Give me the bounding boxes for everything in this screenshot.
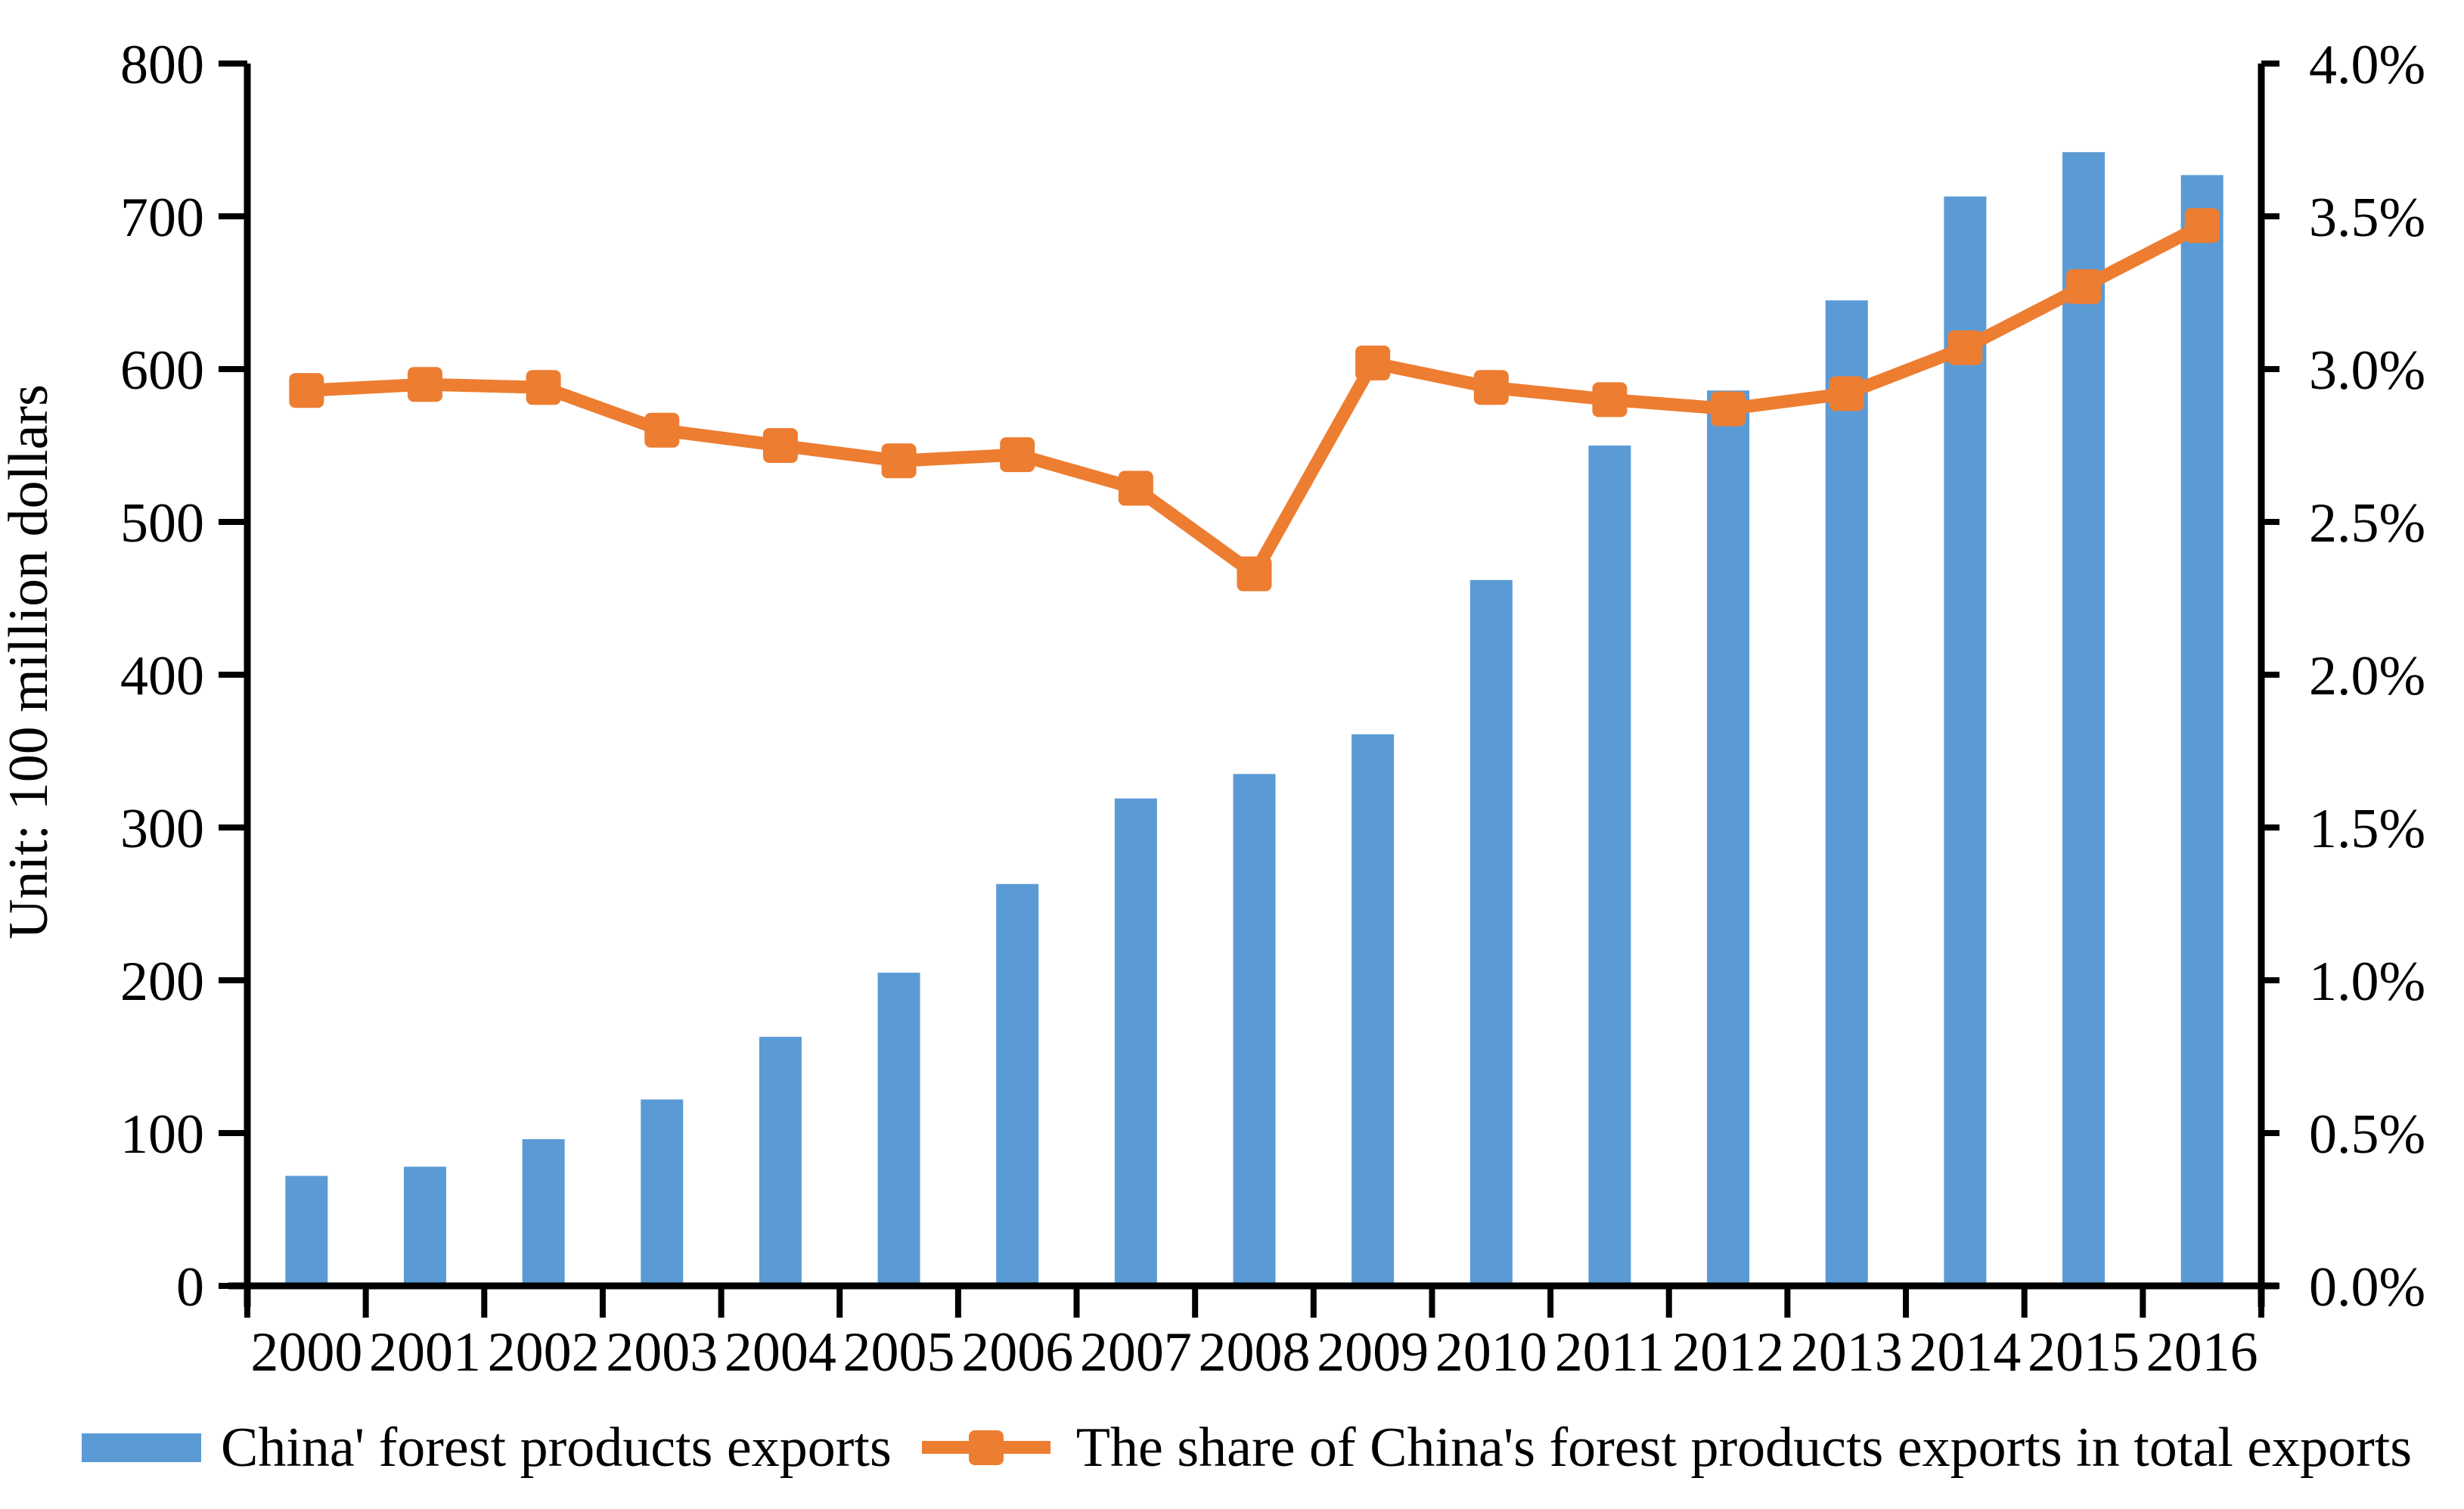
- bar-2013: [1825, 300, 1868, 1287]
- y-left-tick-label: 600: [120, 340, 204, 402]
- bar-2006: [996, 883, 1039, 1286]
- y-left-tick-label: 500: [120, 492, 204, 554]
- share-marker-2007: [1118, 470, 1153, 506]
- bar-2007: [1114, 798, 1157, 1286]
- bar-2010: [1469, 579, 1513, 1286]
- bar-2002: [522, 1139, 565, 1286]
- bar-2001: [403, 1166, 446, 1286]
- y-left-tick-label: 400: [120, 645, 204, 707]
- bar-2000: [285, 1175, 328, 1286]
- bar-series-label: China' forest products exports: [221, 1417, 892, 1479]
- bar-series-swatch: [82, 1433, 201, 1462]
- line-series-swatch: [921, 1429, 1050, 1467]
- share-marker-2004: [762, 428, 798, 463]
- x-tick-label-2004: 2004: [725, 1321, 836, 1383]
- share-marker-2005: [881, 443, 917, 479]
- y-right-tick-label: 1.0%: [2309, 951, 2425, 1013]
- y-left-tick-label: 700: [120, 187, 204, 249]
- x-tick-label-2011: 2011: [1555, 1321, 1665, 1383]
- axes-group: [219, 61, 2279, 1318]
- share-marker-2011: [1592, 382, 1628, 418]
- y-left-tick-label: 0: [176, 1256, 204, 1318]
- share-marker-2016: [2184, 208, 2220, 244]
- legend: China' forest products exports The share…: [82, 1413, 2412, 1483]
- x-tick-label-2006: 2006: [961, 1321, 1073, 1383]
- share-marker-2010: [1473, 370, 1509, 405]
- bar-2004: [759, 1036, 802, 1286]
- legend-item-bars: China' forest products exports: [82, 1420, 892, 1476]
- axis-labels-group: 0 100 200 300 400 500 600 700 800 0.0% 0.5% 1.0% 1.5…: [120, 34, 2425, 1383]
- share-marker-2008: [1237, 556, 1272, 591]
- bar-2012: [1707, 390, 1750, 1286]
- bar-2014: [1944, 196, 1987, 1286]
- share-marker-2002: [526, 370, 561, 405]
- share-line: [299, 219, 2209, 581]
- x-tick-label-2016: 2016: [2146, 1321, 2258, 1383]
- line-series-label: The share of China's forest products exp…: [1075, 1417, 2413, 1479]
- y-right-tick-label: 3.0%: [2309, 340, 2425, 402]
- x-tick-label-2012: 2012: [1672, 1321, 1784, 1383]
- x-tick-label-2009: 2009: [1317, 1321, 1429, 1383]
- share-marker-2000: [289, 373, 324, 408]
- y-left-tick-label: 100: [120, 1104, 204, 1166]
- y-right-tick-label: 1.5%: [2309, 798, 2425, 860]
- y-right-tick-label: 0.0%: [2309, 1256, 2425, 1318]
- x-tick-label-2000: 2000: [250, 1321, 362, 1383]
- x-tick-label-2003: 2003: [606, 1321, 718, 1383]
- share-marker-2009: [1355, 345, 1391, 380]
- bar-2005: [877, 972, 920, 1286]
- x-tick-label-2013: 2013: [1791, 1321, 1903, 1383]
- x-tick-label-2005: 2005: [843, 1321, 955, 1383]
- share-marker-2003: [644, 412, 680, 448]
- y-right-tick-label: 3.5%: [2309, 187, 2425, 249]
- share-marker-2014: [1947, 330, 1983, 365]
- x-tick-label-2010: 2010: [1435, 1321, 1547, 1383]
- line-swatch-marker: [968, 1430, 1004, 1465]
- x-tick-label-2001: 2001: [369, 1321, 481, 1383]
- x-tick-label-2015: 2015: [2028, 1321, 2140, 1383]
- y-left-tick-label: 800: [120, 34, 204, 96]
- bar-2008: [1233, 774, 1276, 1286]
- x-tick-label-2002: 2002: [488, 1321, 600, 1383]
- bar-2015: [2062, 152, 2106, 1286]
- share-marker-2012: [1711, 391, 1746, 427]
- share-marker-2013: [1829, 376, 1864, 411]
- share-marker-2006: [1000, 437, 1035, 473]
- y-left-tick-label: 300: [120, 798, 204, 860]
- x-tick-label-2008: 2008: [1199, 1321, 1311, 1383]
- y-left-tick-label: 200: [120, 951, 204, 1013]
- y-right-tick-label: 4.0%: [2309, 34, 2425, 96]
- line-series-group: [289, 208, 2220, 591]
- bar-2003: [641, 1099, 684, 1286]
- x-tick-label-2014: 2014: [1909, 1321, 2021, 1383]
- y-right-tick-label: 2.5%: [2309, 492, 2425, 554]
- bar-2016: [2180, 175, 2223, 1287]
- bar-2009: [1351, 734, 1395, 1286]
- share-marker-2015: [2066, 269, 2102, 304]
- y-right-tick-label: 0.5%: [2309, 1104, 2425, 1166]
- bar-series-group: [285, 152, 2223, 1287]
- x-tick-label-2007: 2007: [1080, 1321, 1192, 1383]
- y-right-tick-label: 2.0%: [2309, 645, 2425, 707]
- bar-2011: [1588, 446, 1631, 1286]
- y-axis-title: Unit: 100 million dollars: [0, 384, 60, 939]
- share-marker-2001: [407, 367, 442, 402]
- legend-item-line: The share of China's forest products exp…: [892, 1420, 2412, 1476]
